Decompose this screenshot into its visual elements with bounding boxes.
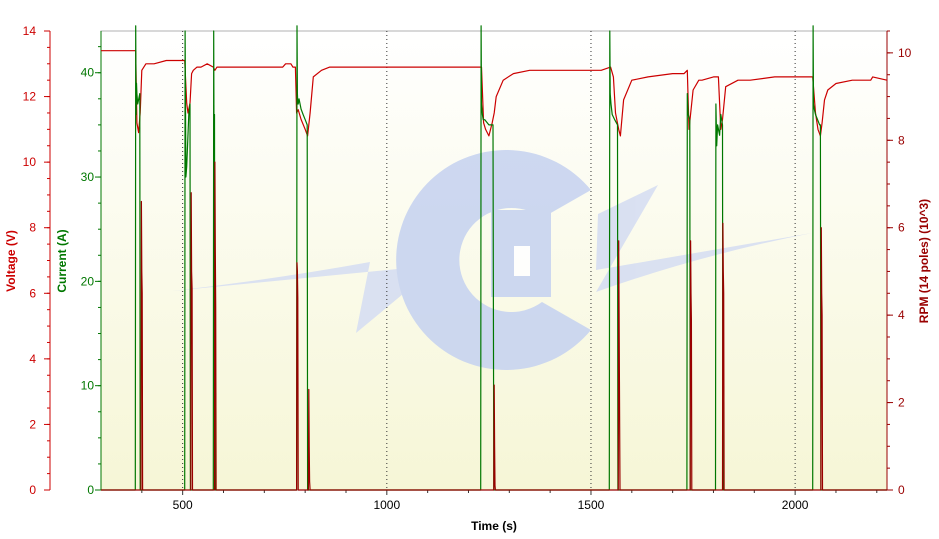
x-axis-title: Time (s) <box>471 519 517 533</box>
series-voltage-line <box>101 50 888 137</box>
rpm-tick-label: 0 <box>898 483 905 497</box>
x-tick-label: 500 <box>173 498 193 512</box>
voltage-tick-label: 2 <box>29 417 36 431</box>
voltage-tick-label: 12 <box>23 90 37 104</box>
rpm-axis-title: RPM (14 poles) (10^3) <box>917 199 931 323</box>
current-axis-title: Current (A) <box>55 229 69 292</box>
series-layer <box>101 25 888 491</box>
rpm-tick-label: 8 <box>898 133 905 147</box>
current-tick-label: 40 <box>81 66 95 80</box>
rpm-tick-label: 6 <box>898 221 905 235</box>
series-rpm-line <box>101 161 887 491</box>
x-tick-label: 1500 <box>578 498 605 512</box>
voltage-tick-label: 0 <box>29 483 36 497</box>
voltage-tick-label: 6 <box>29 286 36 300</box>
x-tick-label: 2000 <box>782 498 809 512</box>
current-tick-label: 10 <box>81 379 95 393</box>
voltage-axis-title: Voltage (V) <box>4 230 18 292</box>
axis-labels: Time (s) Voltage (V) Current (A) RPM (14 po… <box>4 199 931 533</box>
voltage-tick-label: 8 <box>29 221 36 235</box>
axes: 500 1000 1500 2000 0 2 4 6 8 10 12 14 0 10 20 30 40 0 2 4 6 8… <box>23 24 912 512</box>
voltage-tick-label: 4 <box>29 352 36 366</box>
current-tick-label: 20 <box>81 274 95 288</box>
rpm-tick-label: 4 <box>898 308 905 322</box>
series-current-line <box>101 25 887 491</box>
voltage-tick-label: 10 <box>23 155 37 169</box>
voltage-tick-label: 14 <box>23 24 37 38</box>
vertical-grid <box>182 31 796 490</box>
rpm-tick-label: 2 <box>898 396 905 410</box>
current-tick-label: 30 <box>81 170 95 184</box>
rpm-tick-label: 10 <box>898 46 912 60</box>
current-tick-label: 0 <box>87 483 94 497</box>
watermark-logo <box>172 149 812 371</box>
x-tick-label: 1000 <box>373 498 400 512</box>
